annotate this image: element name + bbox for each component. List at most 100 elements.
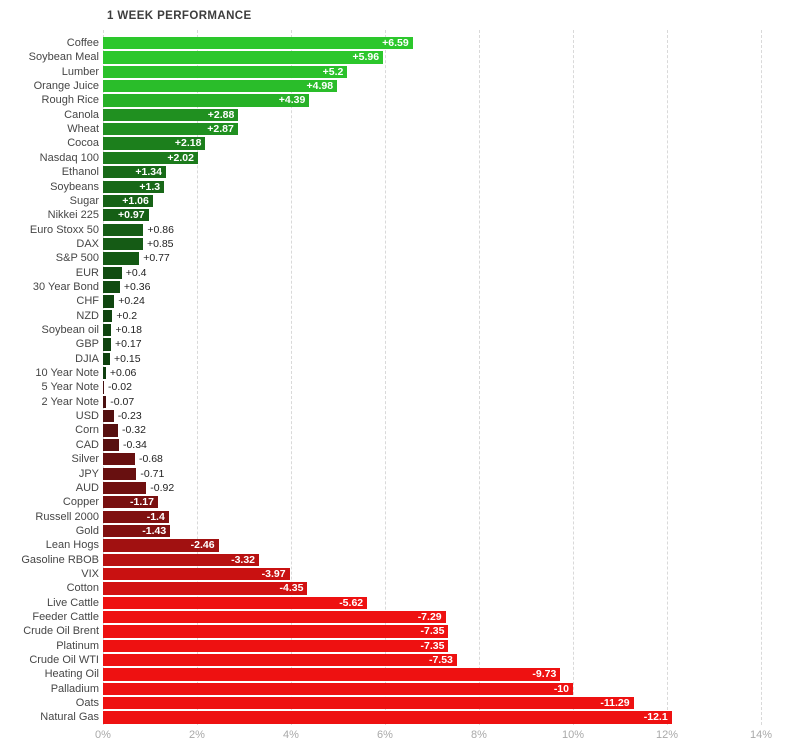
chart-row: DJIA +0.15 [0,352,807,366]
chart-row: Soybean Meal +5.96 [0,50,807,64]
chart-row: Copper -1.17 [0,495,807,509]
chart-row: Coffee +6.59 [0,36,807,50]
chart-row: Euro Stoxx 50 +0.86 [0,223,807,237]
chart-row: NZD +0.2 [0,309,807,323]
row-label: Feeder Cattle [32,611,99,623]
row-label: Russell 2000 [35,510,99,523]
row-label: GBP [75,338,99,351]
bar: +2.02 [103,151,198,165]
value-label: +0.18 [115,324,143,336]
chart-row: Feeder Cattle -7.29 [0,610,807,624]
row-label: 10 Year Note [35,367,99,380]
row-label: Corn [75,424,99,437]
chart-row: USD -0.23 [0,409,807,423]
row-label: Natural Gas [40,711,99,724]
bar: -4.35 [103,582,308,595]
row-label: DJIA [75,352,99,365]
value-label: -0.71 [140,467,165,480]
chart-row: Crude Oil WTI -7.53 [0,653,807,667]
gridline [667,30,668,725]
bar [103,295,115,308]
chart-row: Wheat +2.87 [0,122,807,136]
row-label: Coffee [66,37,99,49]
bar [103,467,137,480]
chart-row: Gold -1.43 [0,524,807,538]
bar [103,280,120,294]
chart-row: VIX -3.97 [0,567,807,581]
value-label: +0.24 [118,295,145,308]
value-label: +2.87 [207,123,234,136]
bar [103,424,119,437]
chart-row: Ethanol +1.34 [0,165,807,179]
row-label: 30 Year Bond [32,280,99,293]
row-label: VIX [81,567,99,580]
chart-row: Silver -0.68 [0,452,807,466]
value-label: -3.32 [231,553,256,566]
value-label: -0.07 [110,395,135,408]
bar [103,237,143,251]
chart-row: 5 Year Note -0.02 [0,380,807,394]
chart-row: Palladium -10 [0,682,807,696]
row-label: USD [75,410,99,423]
row-label: 2 Year Note [41,395,100,408]
bar: -3.32 [103,553,260,566]
chart-row: DAX +0.85 [0,237,807,251]
chart-row: Sugar +1.06 [0,194,807,208]
bar: +2.88 [103,108,239,122]
row-label: Euro Stoxx 50 [29,223,99,236]
value-label: +5.96 [352,51,380,64]
row-label: 5 Year Note [41,381,100,394]
bar [103,223,144,236]
value-label: -0.92 [150,481,175,494]
value-label: -0.02 [108,381,132,394]
value-label: +0.77 [143,252,170,265]
bar: -5.62 [103,596,368,609]
value-label: -2.46 [190,539,215,552]
value-label: -0.34 [122,438,147,451]
chart-row: 10 Year Note +0.06 [0,366,807,380]
x-tick-label: 10% [561,729,585,741]
value-label: -7.35 [420,639,445,652]
bar: +4.98 [103,80,338,93]
value-label: +0.15 [114,352,141,365]
value-label: -10 [553,682,569,695]
chart-row: Nikkei 225 +0.97 [0,208,807,222]
bar [103,395,107,409]
bar: +4.39 [103,94,310,107]
bar [103,309,113,322]
gridline [291,30,292,725]
value-label: +4.39 [278,94,306,107]
value-label: +1.34 [135,166,162,179]
row-label: Nasdaq 100 [39,151,99,164]
value-label: -0.68 [138,453,163,466]
value-label: +1.06 [122,194,149,207]
value-label: -12.1 [643,711,668,724]
value-label: +0.17 [114,338,142,351]
value-label: -9.73 [532,668,557,681]
gridline [573,30,574,725]
value-label: -1.4 [146,510,165,523]
value-label: -7.53 [428,654,453,667]
value-label: +0.36 [123,280,151,293]
chart-row: Cocoa +2.18 [0,136,807,150]
row-label: Copper [62,496,99,509]
chart-row: Cotton -4.35 [0,581,807,595]
row-label: Oats [75,697,99,710]
x-tick-label: 0% [95,729,111,741]
value-label: +6.59 [382,37,409,49]
chart-row: S&P 500 +0.77 [0,251,807,265]
row-label: JPY [78,467,99,480]
chart-row: Lean Hogs -2.46 [0,538,807,552]
chart-row: Canola +2.88 [0,108,807,122]
row-label: DAX [76,237,99,250]
chart-row: Lumber +5.2 [0,65,807,79]
bar: +2.87 [103,123,238,136]
row-label: Rough Rice [41,94,99,107]
row-label: Canola [64,108,99,121]
bar: -7.53 [103,654,457,667]
bar: -2.46 [103,539,219,552]
value-label: +2.88 [207,108,235,121]
bar: -9.73 [103,668,561,681]
chart-row: 30 Year Bond +0.36 [0,280,807,294]
